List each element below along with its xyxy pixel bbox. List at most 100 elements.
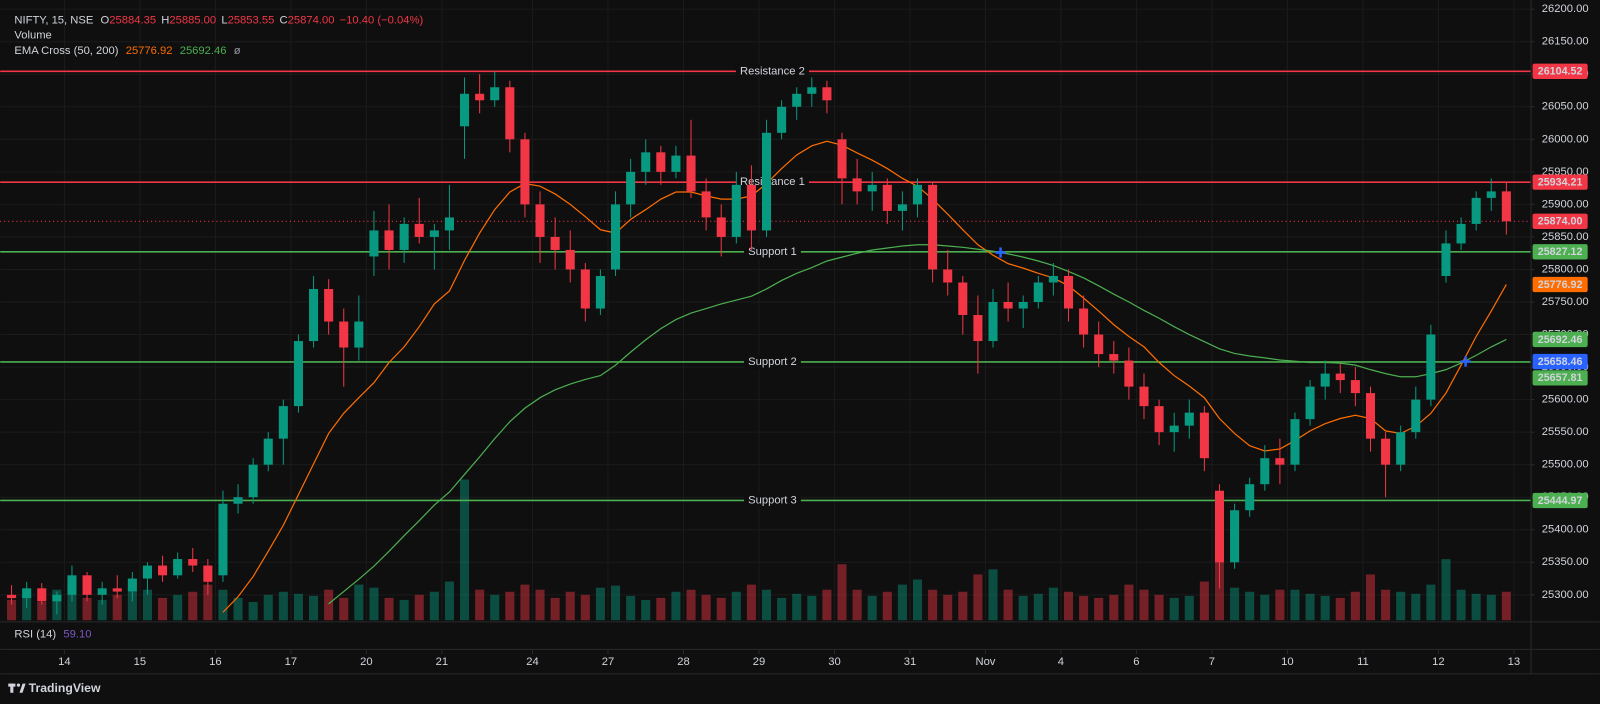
volume-bar (399, 599, 409, 621)
candle-body (1124, 360, 1134, 387)
volume-bar (1033, 593, 1043, 621)
volume-bar (882, 591, 892, 621)
price-label: 25692.46 (1538, 334, 1583, 346)
level-label-bg (744, 244, 801, 259)
volume-bar (203, 584, 213, 621)
candle-body (520, 139, 530, 205)
candle-body (1033, 282, 1043, 303)
candle-body (460, 93, 470, 127)
price-label-box (1532, 174, 1588, 190)
candle-body (731, 184, 741, 237)
volume-bar (158, 597, 168, 621)
y-tick-label: 25350.00 (1542, 556, 1589, 568)
brand-logo[interactable]: TradingView (8, 681, 101, 695)
volume-bar (444, 581, 454, 621)
volume-bar (414, 594, 424, 621)
volume-legend[interactable]: Volume (14, 30, 51, 42)
volume-bar (1411, 593, 1421, 621)
rsi-legend: RSI (14) 59.10 (14, 629, 91, 641)
candle-body (1048, 275, 1058, 283)
candle-body (369, 230, 379, 257)
volume-bar (1501, 591, 1511, 621)
candle-body (565, 249, 575, 270)
x-tick-label: 6 (1133, 656, 1139, 668)
candle-body (22, 588, 32, 599)
volume-bar (973, 574, 983, 621)
candle-body (792, 93, 802, 107)
price-label-box (1532, 276, 1588, 293)
price-label: 26104.52 (1538, 66, 1583, 78)
volume-bar (595, 587, 605, 621)
price-label-box (1532, 331, 1588, 348)
volume-bar (807, 595, 817, 621)
volume-bar (1063, 591, 1074, 621)
volume-bar (1018, 595, 1028, 621)
ohlc-value: 25884.35 (109, 14, 156, 26)
y-tick-label: 25850.00 (1542, 231, 1589, 243)
candle-body (1381, 438, 1391, 465)
candle-body (580, 269, 590, 309)
x-tick-label: 17 (285, 656, 297, 668)
indicator-icon[interactable]: ø (234, 45, 241, 57)
volume-bar (565, 591, 575, 621)
y-tick-label: 26000.00 (1542, 133, 1589, 145)
candle-body (928, 184, 938, 270)
volume-bar (852, 589, 862, 621)
volume-bar (943, 594, 953, 621)
volume-bar (1335, 597, 1345, 621)
logo-part (16, 683, 21, 687)
volume-bar (671, 591, 681, 621)
x-tick-label: Nov (975, 656, 995, 668)
volume-bar (293, 593, 303, 621)
x-tick-label: 10 (1281, 656, 1293, 668)
candle-body (822, 87, 832, 101)
volume-bar (1169, 597, 1179, 621)
volume-bar (384, 597, 394, 621)
volume-bar (7, 599, 17, 621)
candle-body (142, 565, 152, 579)
volume-bar (641, 599, 651, 621)
y-tick-label: 25300.00 (1542, 589, 1589, 601)
candle-body (1501, 191, 1511, 222)
candle-body (716, 217, 726, 237)
candle-body (1139, 386, 1149, 407)
volume-bar (324, 589, 334, 621)
y-tick-label: 25900.00 (1542, 198, 1589, 210)
candle-body (158, 565, 168, 576)
rsi-name[interactable]: RSI (14) (14, 629, 56, 641)
x-tick-label: 13 (1508, 656, 1520, 668)
candle-body (67, 575, 77, 595)
volume-bar (686, 589, 696, 621)
x-tick-label: 30 (828, 656, 840, 668)
volume-pane (7, 479, 1511, 621)
candle-body (761, 132, 772, 231)
candle-body (1275, 458, 1285, 465)
volume-bar (127, 591, 137, 621)
ohlc-key: C (280, 14, 288, 26)
candle-body (1079, 308, 1089, 335)
volume-bar (429, 591, 439, 621)
candle-body (354, 321, 364, 348)
candle-body (1396, 432, 1406, 465)
volume-bar (550, 597, 560, 621)
price-label: 25827.12 (1538, 246, 1583, 258)
candle-body (429, 230, 439, 237)
indicator-name[interactable]: EMA Cross (50, 200) (14, 45, 118, 57)
volume-bar (339, 597, 349, 621)
volume-bar (837, 564, 847, 621)
x-tick-label: 29 (753, 656, 765, 668)
price-label: 25657.81 (1538, 372, 1583, 384)
x-tick-label: 12 (1432, 656, 1444, 668)
candle-body (1214, 490, 1225, 563)
volume-bar (610, 585, 621, 621)
candle-body (1426, 334, 1436, 400)
volume-bar (1048, 587, 1058, 621)
candle-body (475, 93, 485, 101)
volume-bar (701, 594, 711, 621)
price-label: 25874.00 (1538, 216, 1583, 228)
volume-bar (475, 589, 485, 621)
candle-body (97, 588, 107, 595)
logo-part (10, 683, 14, 693)
candle-body (626, 171, 636, 205)
